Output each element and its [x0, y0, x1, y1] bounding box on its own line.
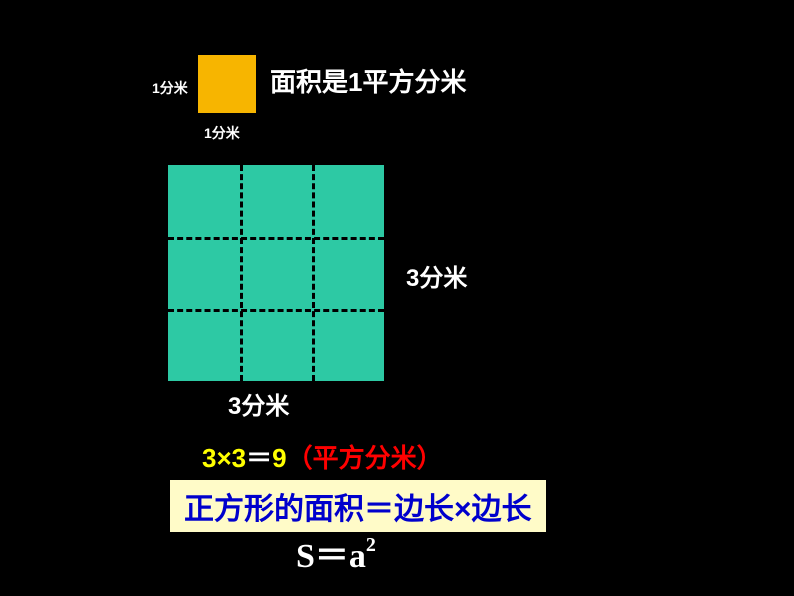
unit-square — [198, 55, 256, 113]
equation-unit: （平方分米） — [287, 443, 443, 473]
symbol-eq: ＝ — [315, 538, 349, 575]
unit-square-area-text: 面积是1平方分米 — [270, 62, 466, 99]
big-square — [168, 165, 384, 381]
unit-square-bottom-label: 1分米 — [204, 123, 240, 143]
symbol-formula: S＝a2 — [296, 528, 376, 577]
grid-line-h2 — [168, 309, 384, 312]
symbol-s: S — [296, 538, 315, 575]
equation-eq: ＝ — [246, 443, 272, 473]
big-square-right-label: 3分米 — [406, 258, 467, 293]
formula-box: 正方形的面积＝边长×边长 — [170, 480, 546, 532]
equation-lhs: 3×3 — [202, 443, 246, 473]
grid-line-v2 — [312, 165, 315, 381]
symbol-a: a — [349, 538, 366, 575]
grid-line-v1 — [240, 165, 243, 381]
unit-square-left-label: 1分米 — [152, 78, 188, 98]
equation-rhs: 9 — [272, 443, 286, 473]
big-square-container — [168, 165, 384, 381]
unit-square-shape — [198, 55, 256, 113]
big-square-bottom-label: 3分米 — [228, 386, 289, 421]
grid-line-h1 — [168, 237, 384, 240]
area-equation: 3×3＝9（平方分米） — [202, 438, 443, 475]
symbol-exp: 2 — [366, 534, 376, 556]
